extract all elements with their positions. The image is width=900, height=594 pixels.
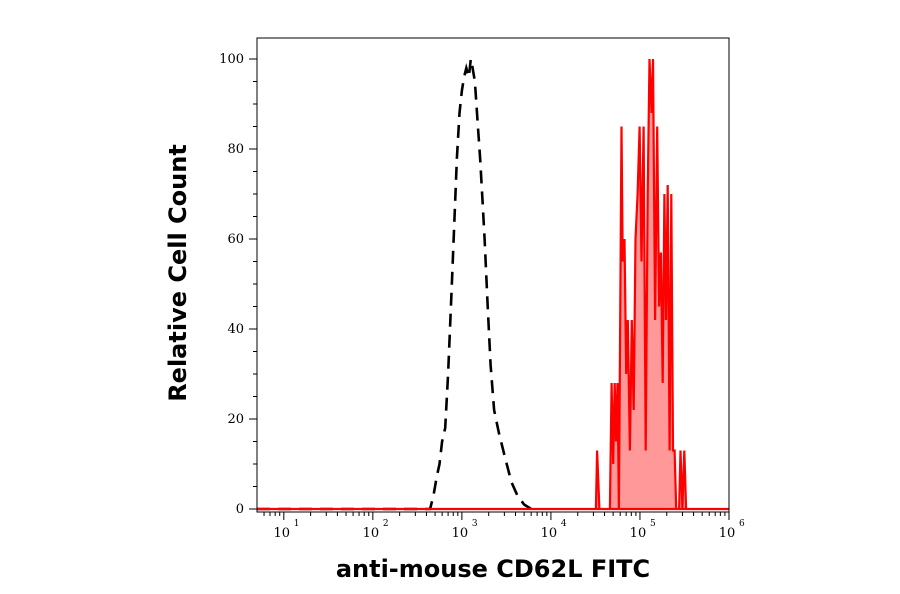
plot-frame	[256, 37, 730, 513]
y-tick-label: 20	[227, 412, 244, 427]
x-tick-label: 10	[719, 526, 736, 541]
y-tick-label: 0	[236, 502, 244, 517]
x-tick-label: 10	[452, 526, 469, 541]
x-tick-exponent: 6	[739, 519, 745, 529]
x-tick-exponent: 2	[383, 519, 389, 529]
series-1-area	[257, 58, 729, 511]
y-axis-title: Relative Cell Count	[164, 144, 192, 402]
x-tick-exponent: 4	[561, 519, 567, 529]
x-tick-label: 10	[363, 526, 380, 541]
x-axis-title: anti-mouse CD62L FITC	[336, 555, 650, 583]
y-tick-label: 100	[219, 52, 244, 67]
x-tick-exponent: 3	[472, 519, 478, 529]
series-layer	[257, 58, 729, 511]
y-tick-label: 60	[227, 232, 244, 247]
x-tick-exponent: 5	[650, 519, 656, 529]
y-tick-label: 40	[227, 322, 244, 337]
series-0-line	[257, 58, 532, 511]
x-tick-exponent: 1	[294, 519, 300, 529]
y-tick-label: 80	[227, 142, 244, 157]
x-tick-label: 10	[274, 526, 291, 541]
x-tick-label: 10	[630, 526, 647, 541]
x-tick-label: 10	[541, 526, 558, 541]
